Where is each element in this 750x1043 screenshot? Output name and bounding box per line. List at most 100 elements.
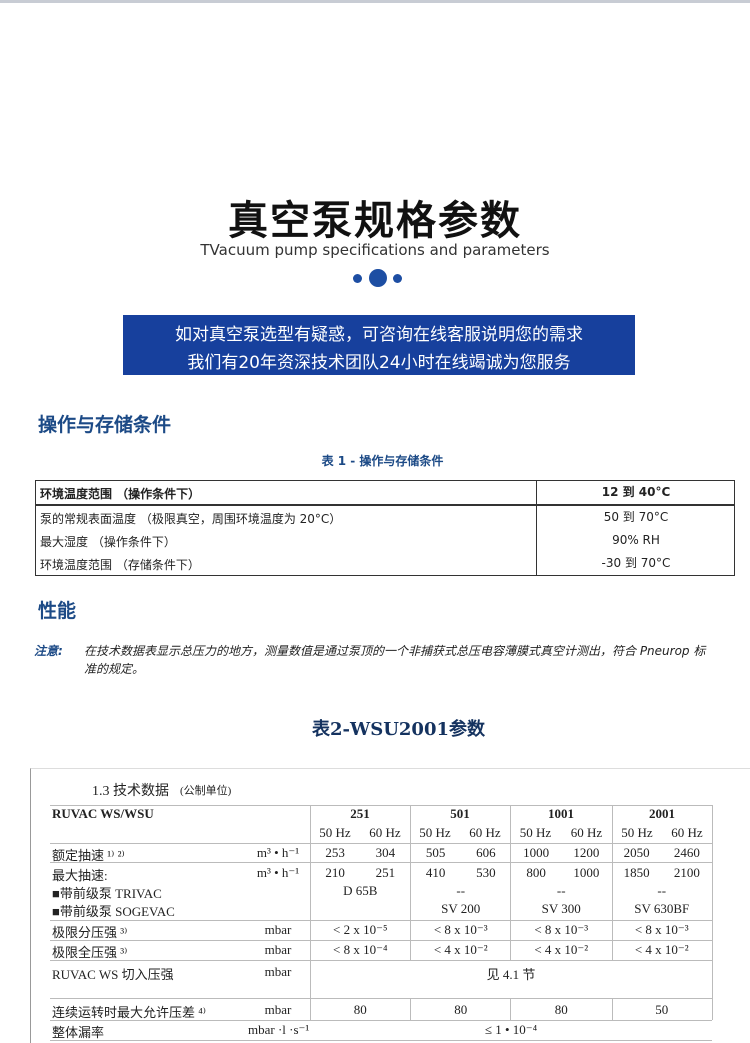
- rule: [712, 960, 713, 998]
- banner-line: 我们有20年资深技术团队24小时在线竭诚为您服务: [187, 353, 571, 373]
- cell: SV 630BF: [634, 901, 690, 916]
- freq-header: 60 Hz: [671, 825, 703, 840]
- row-label: RUVAC WS 切入压强: [52, 967, 174, 982]
- rule: [50, 843, 712, 844]
- cell: < 2 x 10⁻⁵: [333, 922, 388, 937]
- row-unit: mbar: [264, 964, 292, 979]
- row-unit: m³ • h⁻¹: [256, 865, 300, 880]
- cell: 253: [325, 845, 345, 860]
- freq-header: 50 Hz: [419, 825, 451, 840]
- cell: < 8 x 10⁻³: [534, 922, 589, 937]
- cell: 80: [554, 1002, 568, 1017]
- freq-header: 60 Hz: [369, 825, 401, 840]
- row-unit: m³ • h⁻¹: [256, 845, 300, 860]
- note-label: 注意:: [34, 644, 63, 658]
- banner: [123, 315, 635, 375]
- model-header: 2001: [649, 806, 675, 821]
- row-unit: mbar: [264, 942, 292, 957]
- rule: [612, 998, 613, 1020]
- dot: [353, 274, 362, 283]
- row-unit: mbar ·l ·s⁻¹: [248, 1022, 310, 1037]
- section-heading: 性能: [38, 600, 77, 622]
- row-unit: mbar: [264, 1002, 292, 1017]
- cell: D 65B: [343, 883, 378, 898]
- freq-header: 50 Hz: [519, 825, 552, 840]
- rule: [712, 998, 713, 1020]
- cell: SV 300: [541, 901, 581, 916]
- rule: [712, 805, 713, 960]
- row-label: ■带前级泵 SOGEVAC: [52, 904, 175, 919]
- tech-heading: 1.3 技术数据: [92, 784, 169, 799]
- model-label: RUVAC WS/WSU: [52, 806, 154, 821]
- cell: 2460: [673, 845, 700, 860]
- cell: < 4 x 10⁻²: [433, 942, 488, 957]
- cell: 1200: [573, 845, 600, 860]
- rule: [310, 960, 311, 998]
- rule: [50, 862, 712, 863]
- section-heading: 操作与存储条件: [38, 414, 172, 436]
- cell: 606: [476, 845, 496, 860]
- cell: 505: [425, 845, 446, 860]
- rule: [510, 805, 511, 960]
- tech-table-image: [30, 768, 750, 1043]
- cell: --: [456, 883, 466, 898]
- cell: 2050: [623, 845, 650, 860]
- cell: 环境温度范围 （存储条件下）: [40, 558, 200, 572]
- cell: 见 4.1 节: [486, 967, 536, 982]
- table-row: 环境温度范围 （操作条件下） 12 到 40°C: [36, 481, 734, 506]
- cell: SV 200: [441, 901, 481, 916]
- cell: < 4 x 10⁻²: [534, 942, 589, 957]
- conditions-table: 环境温度范围 （操作条件下） 12 到 40°C 泵的常规表面温度 （极限真空，周围…: [35, 480, 735, 576]
- cell: 410: [425, 865, 446, 880]
- cell: 50: [655, 1002, 669, 1017]
- rule: [50, 920, 712, 921]
- row-label: 整体漏率: [52, 1025, 105, 1040]
- cell: < 8 x 10⁻³: [634, 922, 689, 937]
- rule: [50, 960, 712, 961]
- freq-header: 60 Hz: [570, 825, 603, 840]
- cell: 1000: [573, 865, 600, 880]
- cell: 最大湿度 （操作条件下）: [40, 535, 176, 549]
- cell: --: [657, 883, 667, 898]
- rule: [50, 998, 712, 999]
- banner-line: 如对真空泵选型有疑惑，可咨询在线客服说明您的需求: [175, 325, 583, 345]
- cell: 90% RH: [536, 529, 735, 552]
- row-label: 最大抽速:: [52, 868, 108, 883]
- cell: < 4 x 10⁻²: [634, 942, 689, 957]
- rule: [410, 998, 411, 1020]
- cell: < 8 x 10⁻³: [433, 922, 488, 937]
- rule: [310, 998, 311, 1020]
- top-rule: [0, 0, 750, 3]
- rule: [50, 1040, 712, 1041]
- table-title: 表2-WSU2001参数: [311, 719, 485, 740]
- cell: -30 到 70°C: [536, 552, 735, 575]
- cell: 304: [375, 845, 396, 860]
- cell: ≤ 1 • 10⁻⁴: [484, 1022, 538, 1037]
- row-label: 连续运转时最大允许压差 ⁴⁾: [52, 1005, 206, 1020]
- tech-heading-note: (公制单位): [180, 785, 232, 797]
- page-subtitle: TVacuum pump specifications and paramete…: [200, 241, 550, 259]
- table-row: 泵的常规表面温度 （极限真空，周围环境温度为 20°C） 50 到 70°C: [36, 506, 734, 529]
- cell: 泵的常规表面温度 （极限真空，周围环境温度为 20°C）: [40, 512, 342, 526]
- cell: 530: [476, 865, 496, 880]
- rule: [310, 805, 311, 960]
- row-label: ■带前级泵 TRIVAC: [52, 886, 162, 901]
- cell: 80: [454, 1002, 468, 1017]
- note-text: 在技术数据表显示总压力的地方，测量数值是通过泵顶的一个非捕获式总压电容薄膜式真空…: [84, 644, 706, 676]
- model-header: 1001: [548, 806, 574, 821]
- row-label: 极限分压强 ³⁾: [52, 925, 128, 940]
- table-caption: 表 1 - 操作与存储条件: [321, 454, 444, 468]
- rule: [510, 998, 511, 1020]
- model-header: 251: [350, 806, 370, 821]
- cell: 12 到 40°C: [536, 481, 735, 504]
- cell: 2100: [673, 865, 700, 880]
- cell: 1000: [523, 845, 550, 860]
- model-header: 501: [450, 806, 470, 821]
- dot: [369, 269, 387, 287]
- rule: [50, 1020, 712, 1021]
- cell: < 8 x 10⁻⁴: [333, 942, 388, 957]
- row-unit: mbar: [264, 922, 292, 937]
- table-row: 环境温度范围 （存储条件下） -30 到 70°C: [36, 552, 734, 575]
- table-row: 最大湿度 （操作条件下） 90% RH: [36, 529, 734, 552]
